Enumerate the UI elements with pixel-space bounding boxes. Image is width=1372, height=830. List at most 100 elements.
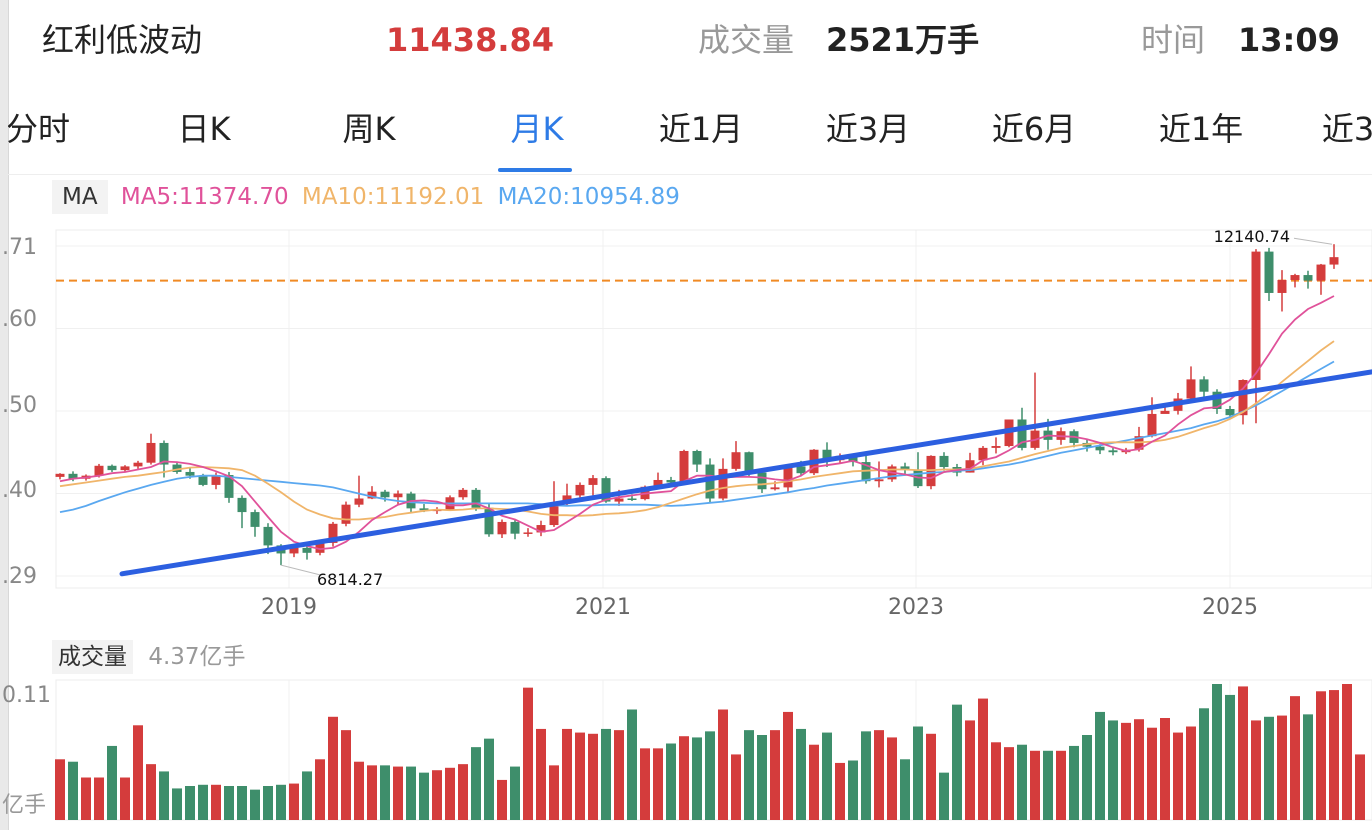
x-tick-label: 2021 bbox=[575, 595, 631, 620]
tab-1-year[interactable]: 近1年 bbox=[1158, 110, 1244, 148]
candle-body bbox=[692, 450, 702, 465]
tab-weekly-k[interactable]: 周K bbox=[342, 110, 396, 148]
candle-body bbox=[991, 446, 1001, 448]
volume-bar bbox=[1082, 735, 1092, 820]
candle-body bbox=[107, 465, 117, 471]
x-tick-label: 2019 bbox=[261, 595, 317, 620]
volume-bar bbox=[588, 733, 598, 820]
volume-indicator-value: 4.37亿手 bbox=[148, 644, 246, 670]
candle-body bbox=[614, 498, 624, 502]
y-tick-label: .40 bbox=[2, 478, 37, 503]
volume-bar bbox=[1212, 684, 1222, 820]
volume-bar bbox=[614, 730, 624, 820]
volume-bar bbox=[237, 786, 247, 820]
volume-bar bbox=[1095, 711, 1105, 820]
volume-bar bbox=[939, 772, 949, 820]
volume-bar bbox=[1355, 754, 1365, 820]
tab-3-years[interactable]: 近3 bbox=[1321, 110, 1372, 148]
volume-bar bbox=[133, 725, 143, 820]
volume-bar bbox=[952, 704, 962, 820]
volume-bar bbox=[978, 698, 988, 820]
candle-body bbox=[263, 526, 273, 546]
volume-bar bbox=[68, 761, 78, 820]
candle-body bbox=[1251, 251, 1261, 380]
volume-bar bbox=[1186, 726, 1196, 820]
tab-active-underline bbox=[498, 168, 572, 172]
candle-body bbox=[601, 478, 611, 502]
volume-bar bbox=[991, 742, 1001, 820]
candle-body bbox=[302, 547, 312, 553]
volume-bar bbox=[1069, 745, 1079, 820]
volume-bar bbox=[549, 765, 559, 820]
y-tick-label: .71 bbox=[2, 235, 37, 260]
candle-body bbox=[679, 450, 689, 483]
tab-monthly-k[interactable]: 月K bbox=[510, 110, 564, 148]
low-leader-line bbox=[280, 564, 322, 576]
time-axis: 2019 2021 2023 2025 bbox=[261, 595, 1258, 620]
volume-bar bbox=[445, 767, 455, 820]
candle-body bbox=[1017, 419, 1027, 448]
tab-daily-k[interactable]: 日K bbox=[177, 110, 231, 148]
volume-bar bbox=[1290, 696, 1300, 820]
candle-body bbox=[1329, 257, 1339, 265]
candle-body bbox=[822, 449, 832, 461]
candle-body bbox=[718, 468, 728, 499]
candle-body bbox=[939, 455, 949, 468]
candle-body bbox=[1147, 413, 1157, 437]
volume-bar bbox=[679, 736, 689, 820]
candle-body bbox=[1303, 275, 1313, 281]
tab-1-month[interactable]: 近1月 bbox=[658, 110, 744, 148]
volume-indicator-selector[interactable]: 成交量 bbox=[52, 640, 133, 674]
volume-bar bbox=[874, 730, 884, 820]
volume-bar bbox=[809, 744, 819, 820]
candle-body bbox=[328, 523, 338, 543]
low-value-label: 6814.27 bbox=[317, 570, 383, 589]
volume-bar bbox=[1199, 708, 1209, 820]
volume-label: 成交量 bbox=[698, 21, 795, 59]
candle-body bbox=[55, 473, 65, 477]
candle-body bbox=[94, 465, 104, 476]
support-trendline bbox=[119, 369, 1372, 577]
volume-bars bbox=[55, 684, 1365, 820]
volume-bar bbox=[471, 747, 481, 820]
volume-bar bbox=[666, 743, 676, 820]
candle-body bbox=[874, 479, 884, 482]
volume-bar bbox=[887, 737, 897, 820]
price-panel-frame bbox=[55, 229, 1372, 589]
candle-body bbox=[588, 478, 598, 485]
volume-bar bbox=[770, 730, 780, 820]
candle-body bbox=[133, 462, 143, 467]
volume-bar bbox=[159, 771, 169, 820]
volume-bar bbox=[783, 711, 793, 820]
ma-selector[interactable]: MA bbox=[52, 180, 108, 214]
volume-bar bbox=[848, 760, 858, 820]
candle-body bbox=[1264, 251, 1274, 293]
volume-bar bbox=[120, 777, 130, 820]
candles bbox=[55, 244, 1339, 566]
tab-6-months[interactable]: 近6月 bbox=[991, 110, 1077, 148]
volume-bar bbox=[1173, 732, 1183, 820]
volume-bar bbox=[81, 777, 91, 820]
volume-bar bbox=[1225, 694, 1235, 820]
tab-intraday[interactable]: 分时 bbox=[8, 110, 71, 148]
candle-body bbox=[744, 452, 754, 473]
tab-3-months[interactable]: 近3月 bbox=[825, 110, 911, 148]
candle-body bbox=[783, 466, 793, 488]
candle-body bbox=[367, 491, 377, 499]
window-left-edge bbox=[0, 0, 9, 830]
volume-bar bbox=[1329, 690, 1339, 820]
volume-bar bbox=[276, 784, 286, 820]
volume-bar bbox=[718, 709, 728, 820]
x-tick-label: 2023 bbox=[888, 595, 944, 620]
volume-bar bbox=[1017, 744, 1027, 820]
volume-axis: 0.11 亿手 bbox=[2, 683, 51, 818]
volume-bar bbox=[861, 731, 871, 820]
candle-body bbox=[458, 489, 468, 498]
volume-bar bbox=[1134, 719, 1144, 820]
annotations: 12140.74 6814.27 bbox=[280, 227, 1333, 589]
candle-body bbox=[627, 498, 637, 500]
candle-body bbox=[1108, 450, 1118, 453]
candle-body bbox=[380, 491, 390, 498]
candle-body bbox=[1199, 379, 1209, 392]
